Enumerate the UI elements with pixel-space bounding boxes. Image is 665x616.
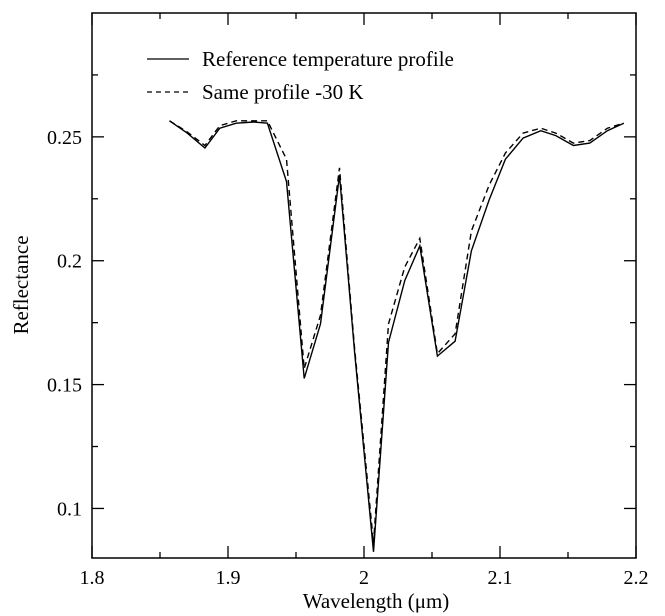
y-tick-label: 0.1 <box>57 498 82 520</box>
y-tick-label: 0.2 <box>57 251 82 273</box>
x-tick-label: 2.2 <box>624 567 649 589</box>
y-tick-label: 0.15 <box>47 375 82 397</box>
legend-label-reference: Reference temperature profile <box>202 47 454 71</box>
legend-label-minus30k: Same profile -30 K <box>202 80 364 104</box>
x-tick-label: 1.9 <box>216 567 241 589</box>
x-tick-label: 1.8 <box>80 567 105 589</box>
y-tick-label: 0.25 <box>47 127 82 149</box>
x-axis-title: Wavelength (μm) <box>303 589 450 613</box>
series-line-reference <box>169 120 625 552</box>
x-tick-label: 2 <box>359 567 369 589</box>
y-axis-title: Reflectance <box>9 235 33 334</box>
legend: Reference temperature profile Same profi… <box>147 47 454 104</box>
series-line-minus30k <box>169 120 625 544</box>
series-layer <box>169 120 625 552</box>
plot-area <box>91 12 637 559</box>
x-axis-tick-labels: 1.8 1.9 2 2.1 2.2 <box>80 567 649 589</box>
plot-frame <box>91 12 637 559</box>
y-axis-tick-labels: 0.1 0.15 0.2 0.25 <box>47 127 82 521</box>
x-tick-label: 2.1 <box>488 567 513 589</box>
axis-ticks <box>91 13 637 558</box>
